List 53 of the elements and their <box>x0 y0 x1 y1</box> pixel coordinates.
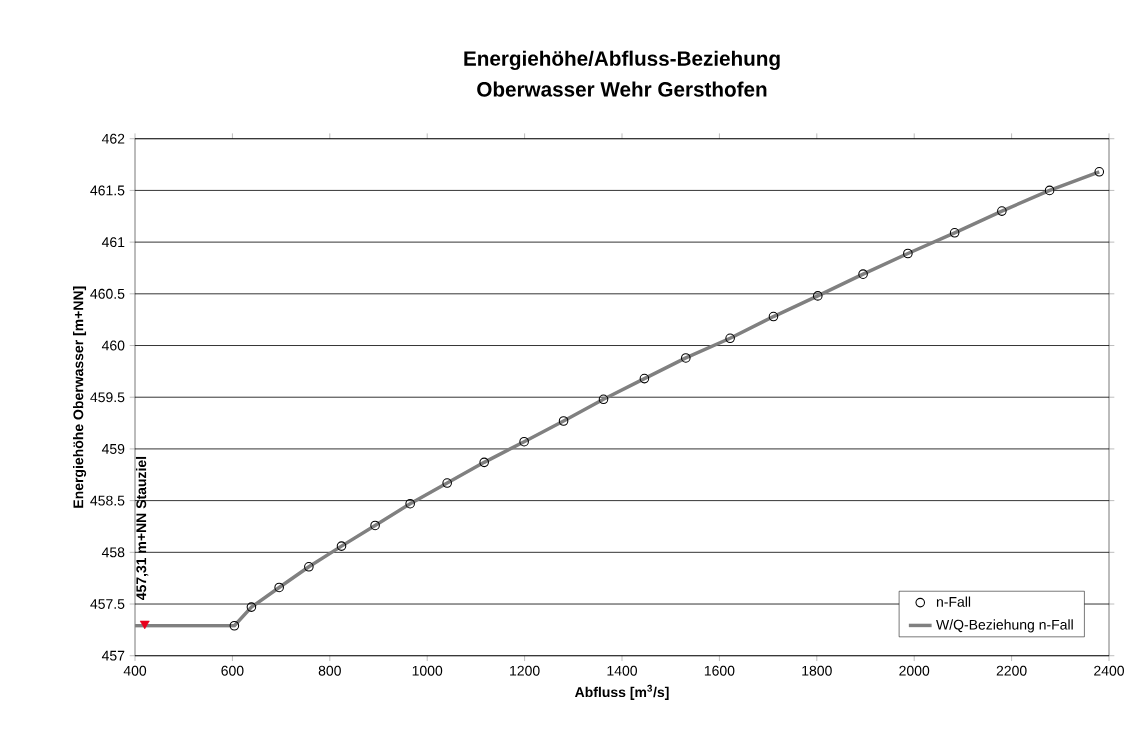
point <box>442 478 452 488</box>
point <box>336 541 347 551</box>
legend-label: n-Fall <box>936 596 971 607</box>
x-tick-label: 1800 <box>802 665 832 676</box>
point <box>1094 167 1105 177</box>
y-tick-label: 458 <box>101 547 125 558</box>
point <box>304 561 314 572</box>
point <box>274 582 284 593</box>
chart-subtitle: Oberwasser Wehr Gersthofen <box>477 81 767 97</box>
point <box>139 620 150 630</box>
point <box>246 602 257 612</box>
point <box>598 394 609 405</box>
point <box>1044 185 1055 196</box>
legend-label: W/Q-Beziehung n-Fall <box>936 619 1073 633</box>
point <box>229 620 240 631</box>
point <box>558 416 569 426</box>
y-tick-label: 460.5 <box>90 288 125 299</box>
x-tick-label: 1600 <box>704 665 735 676</box>
y-axis-title: Energiehöhe Oberwasser [m+NN] <box>73 286 87 508</box>
x-tick-label: 2400 <box>1094 665 1125 676</box>
point <box>725 333 735 344</box>
x-tick-label: 2000 <box>899 665 930 676</box>
x-tick-label: 800 <box>318 665 341 676</box>
x-tick-label: 2200 <box>996 665 1027 676</box>
x-tick-label: 1400 <box>607 665 638 676</box>
point <box>681 353 691 363</box>
x-tick-label: 1200 <box>510 665 540 676</box>
y-tick-label: 458.5 <box>90 495 125 506</box>
x-tick-label: 400 <box>123 665 147 676</box>
x-tick-label: 600 <box>221 665 244 676</box>
y-tick-label: 460 <box>101 340 125 351</box>
chart-title: Energiehöhe/Abfluss-Beziehung <box>464 50 780 70</box>
point <box>479 457 489 468</box>
point <box>768 311 779 322</box>
point <box>405 498 415 509</box>
point <box>812 291 823 301</box>
point <box>858 269 868 279</box>
y-tick-label: 459.5 <box>90 392 125 403</box>
y-tick-label: 459 <box>101 443 125 454</box>
y-tick-label: 457.5 <box>90 599 125 609</box>
point <box>370 520 380 531</box>
y-tick-label: 461.5 <box>90 185 125 196</box>
point <box>949 228 960 238</box>
point <box>903 248 913 259</box>
y-tick-label: 462 <box>101 133 125 144</box>
point <box>639 373 650 384</box>
x-tick-label: 1000 <box>412 665 443 676</box>
point <box>519 436 529 447</box>
annotation: 457,31 m+NN Stauziel <box>135 456 149 601</box>
y-tick-label: 461 <box>101 237 125 248</box>
point <box>997 206 1007 216</box>
y-tick-label: 457 <box>101 650 125 661</box>
x-axis-title: Abfluss [m$^{3}$/s] <box>574 684 669 700</box>
